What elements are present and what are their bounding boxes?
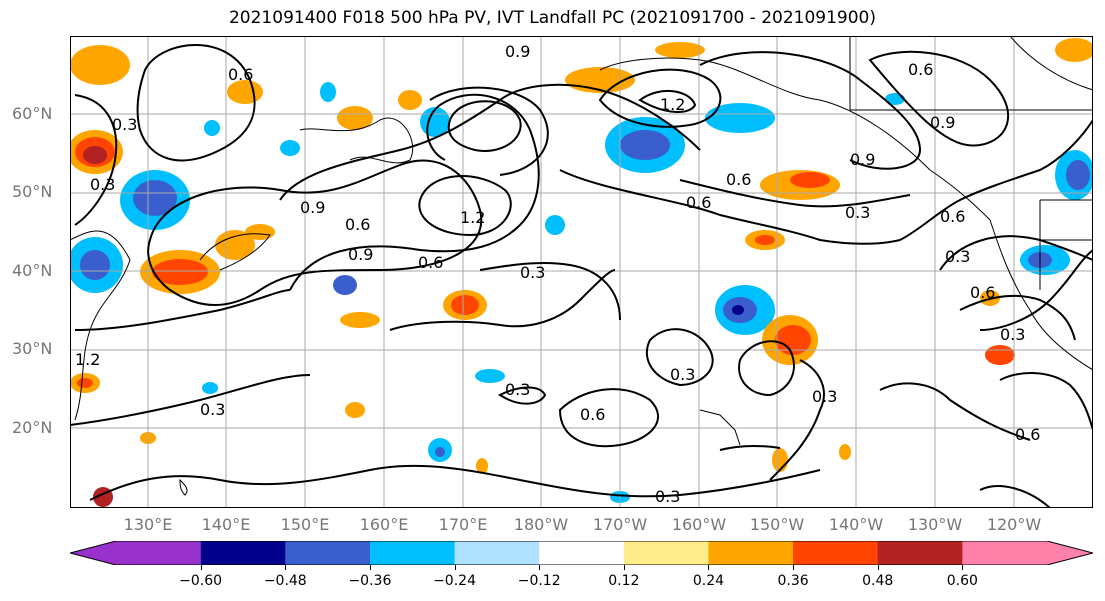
- colorbar-bin-9: [877, 541, 963, 565]
- contour-label-0-6-coast: 0.6: [970, 283, 995, 302]
- contour-label-1-2: 1.2: [460, 208, 485, 227]
- coastlines: [71, 37, 1092, 496]
- colorbar-tick-label: 0.48: [862, 573, 894, 589]
- lon-label-170e: 170°E: [438, 515, 488, 534]
- colorbar: [70, 541, 1093, 565]
- colorbar-tick-label: −0.12: [517, 573, 561, 589]
- colorbar-tick-mark: [285, 565, 287, 570]
- colorbar-tick-mark: [623, 565, 625, 570]
- map-title: 2021091400 F018 500 hPa PV, IVT Landfall…: [228, 8, 876, 28]
- colorbar-tick-mark: [962, 565, 964, 570]
- contour-label-0-9-ne: 0.9: [930, 113, 955, 132]
- colorbar-bin-last: [962, 541, 1047, 565]
- contour-label-0-3-sw: 0.3: [200, 400, 225, 419]
- lon-label-130w: 130°W: [907, 515, 963, 534]
- colorbar-bin-7: [708, 541, 794, 565]
- lon-label-140w: 140°W: [828, 515, 884, 534]
- contour-label-0-6-south: 0.6: [580, 405, 605, 424]
- lat-label-30n: 30°N: [12, 339, 53, 358]
- contour-label-0-6-ne: 0.6: [908, 60, 933, 79]
- graticule: [71, 37, 1092, 507]
- contour-label-0-9-west: 0.9: [300, 198, 325, 217]
- lon-label-140e: 140°E: [201, 515, 251, 534]
- contour-label-0-6-east: 0.6: [940, 207, 965, 226]
- lon-label-150w: 150°W: [749, 515, 805, 534]
- contour-label-0-3-south: 0.3: [505, 380, 530, 399]
- contour-label-0-6-sw: 0.6: [418, 253, 443, 272]
- colorbar-bin-2: [285, 541, 371, 565]
- lat-label-40n: 40°N: [12, 261, 53, 280]
- contour-label-0-9-gulf: 0.9: [850, 150, 875, 169]
- contour-label-0-3-nw: 0.3: [112, 115, 137, 134]
- colorbar-bin-0: [116, 541, 201, 565]
- lat-label-20n: 20°N: [12, 418, 53, 437]
- colorbar-tick-label: −0.24: [433, 573, 476, 589]
- contour-label-0-6-west: 0.6: [345, 215, 370, 234]
- colorbar-bin-4: [454, 541, 540, 565]
- pv-shading: [71, 38, 1092, 507]
- contour-label-0-3-center: 0.3: [520, 263, 545, 282]
- contour-label-1-2-sw: 1.2: [75, 350, 100, 369]
- contour-labels: 0.9 0.6 0.9 0.9 0.6 0.6 0.9 0.6 1.2 0.9 …: [75, 42, 1040, 506]
- colorbar-bin-8: [793, 541, 879, 565]
- colorbar-tick-mark: [369, 565, 371, 570]
- contour-label-0-3-coast: 0.3: [945, 247, 970, 266]
- colorbar-tick-mark: [877, 565, 879, 570]
- lon-label-180w: 180°W: [513, 515, 569, 534]
- colorbar-tick-mark: [200, 565, 202, 570]
- contour-label-0-3-mid: 0.3: [670, 365, 695, 384]
- contour-label-0-3-japan: 0.3: [90, 175, 115, 194]
- contour-label-0-6-nw: 0.6: [228, 65, 253, 84]
- colorbar-tick-label: 0.12: [608, 573, 640, 589]
- contour-label-0-6-se: 0.6: [1015, 425, 1040, 444]
- contour-label-0-3-bottom: 0.3: [655, 487, 680, 506]
- colorbar-bin-3: [369, 541, 456, 565]
- colorbar-tick-mark: [539, 565, 541, 570]
- contour-label-0-3-east: 0.3: [845, 203, 870, 222]
- lat-label-50n: 50°N: [12, 182, 53, 201]
- lat-label-60n: 60°N: [12, 104, 53, 123]
- lon-label-130e: 130°E: [123, 515, 173, 534]
- colorbar-tick-label: −0.60: [179, 573, 223, 589]
- colorbar-max-extend: [1047, 541, 1093, 565]
- colorbar-tick-label: 0.60: [946, 573, 978, 589]
- colorbar-tick-mark: [708, 565, 710, 570]
- contour-label-1-2-ne: 1.2: [660, 95, 685, 114]
- colorbar-tick-mark: [454, 565, 456, 570]
- colorbar-bin-1: [200, 541, 286, 565]
- contour-label-0-9-sw: 0.9: [348, 245, 373, 264]
- lon-label-120w: 120°W: [986, 515, 1042, 534]
- colorbar-tick-label: 0.24: [692, 573, 725, 589]
- lon-label-170w: 170°W: [592, 515, 648, 534]
- map-panel: 0.9 0.6 0.9 0.9 0.6 0.6 0.9 0.6 1.2 0.9 …: [70, 36, 1093, 508]
- contour-label-0-3-sse: 0.3: [812, 387, 837, 406]
- colorbar-tick-label: 0.36: [777, 573, 809, 589]
- contour-label-0-9-top: 0.9: [505, 42, 530, 61]
- map-canvas: 0.9 0.6 0.9 0.9 0.6 0.6 0.9 0.6 1.2 0.9 …: [71, 37, 1092, 507]
- contour-label-0-6-center: 0.6: [686, 193, 711, 212]
- lon-label-160e: 160°E: [359, 515, 409, 534]
- colorbar-bin-6: [623, 541, 709, 565]
- contour-label-0-3-se: 0.3: [1000, 325, 1025, 344]
- lon-label-150e: 150°E: [280, 515, 330, 534]
- colorbar-tick-mark: [793, 565, 795, 570]
- colorbar-tick-label: −0.48: [263, 573, 307, 589]
- colorbar-tick-label: −0.36: [348, 573, 392, 589]
- colorbar-bin-5: [539, 541, 625, 565]
- contour-label-0-6-gulf: 0.6: [726, 170, 751, 189]
- colorbar-min-extend: [70, 541, 116, 565]
- pv-contours: [71, 44, 1092, 507]
- lon-label-160w: 160°W: [671, 515, 727, 534]
